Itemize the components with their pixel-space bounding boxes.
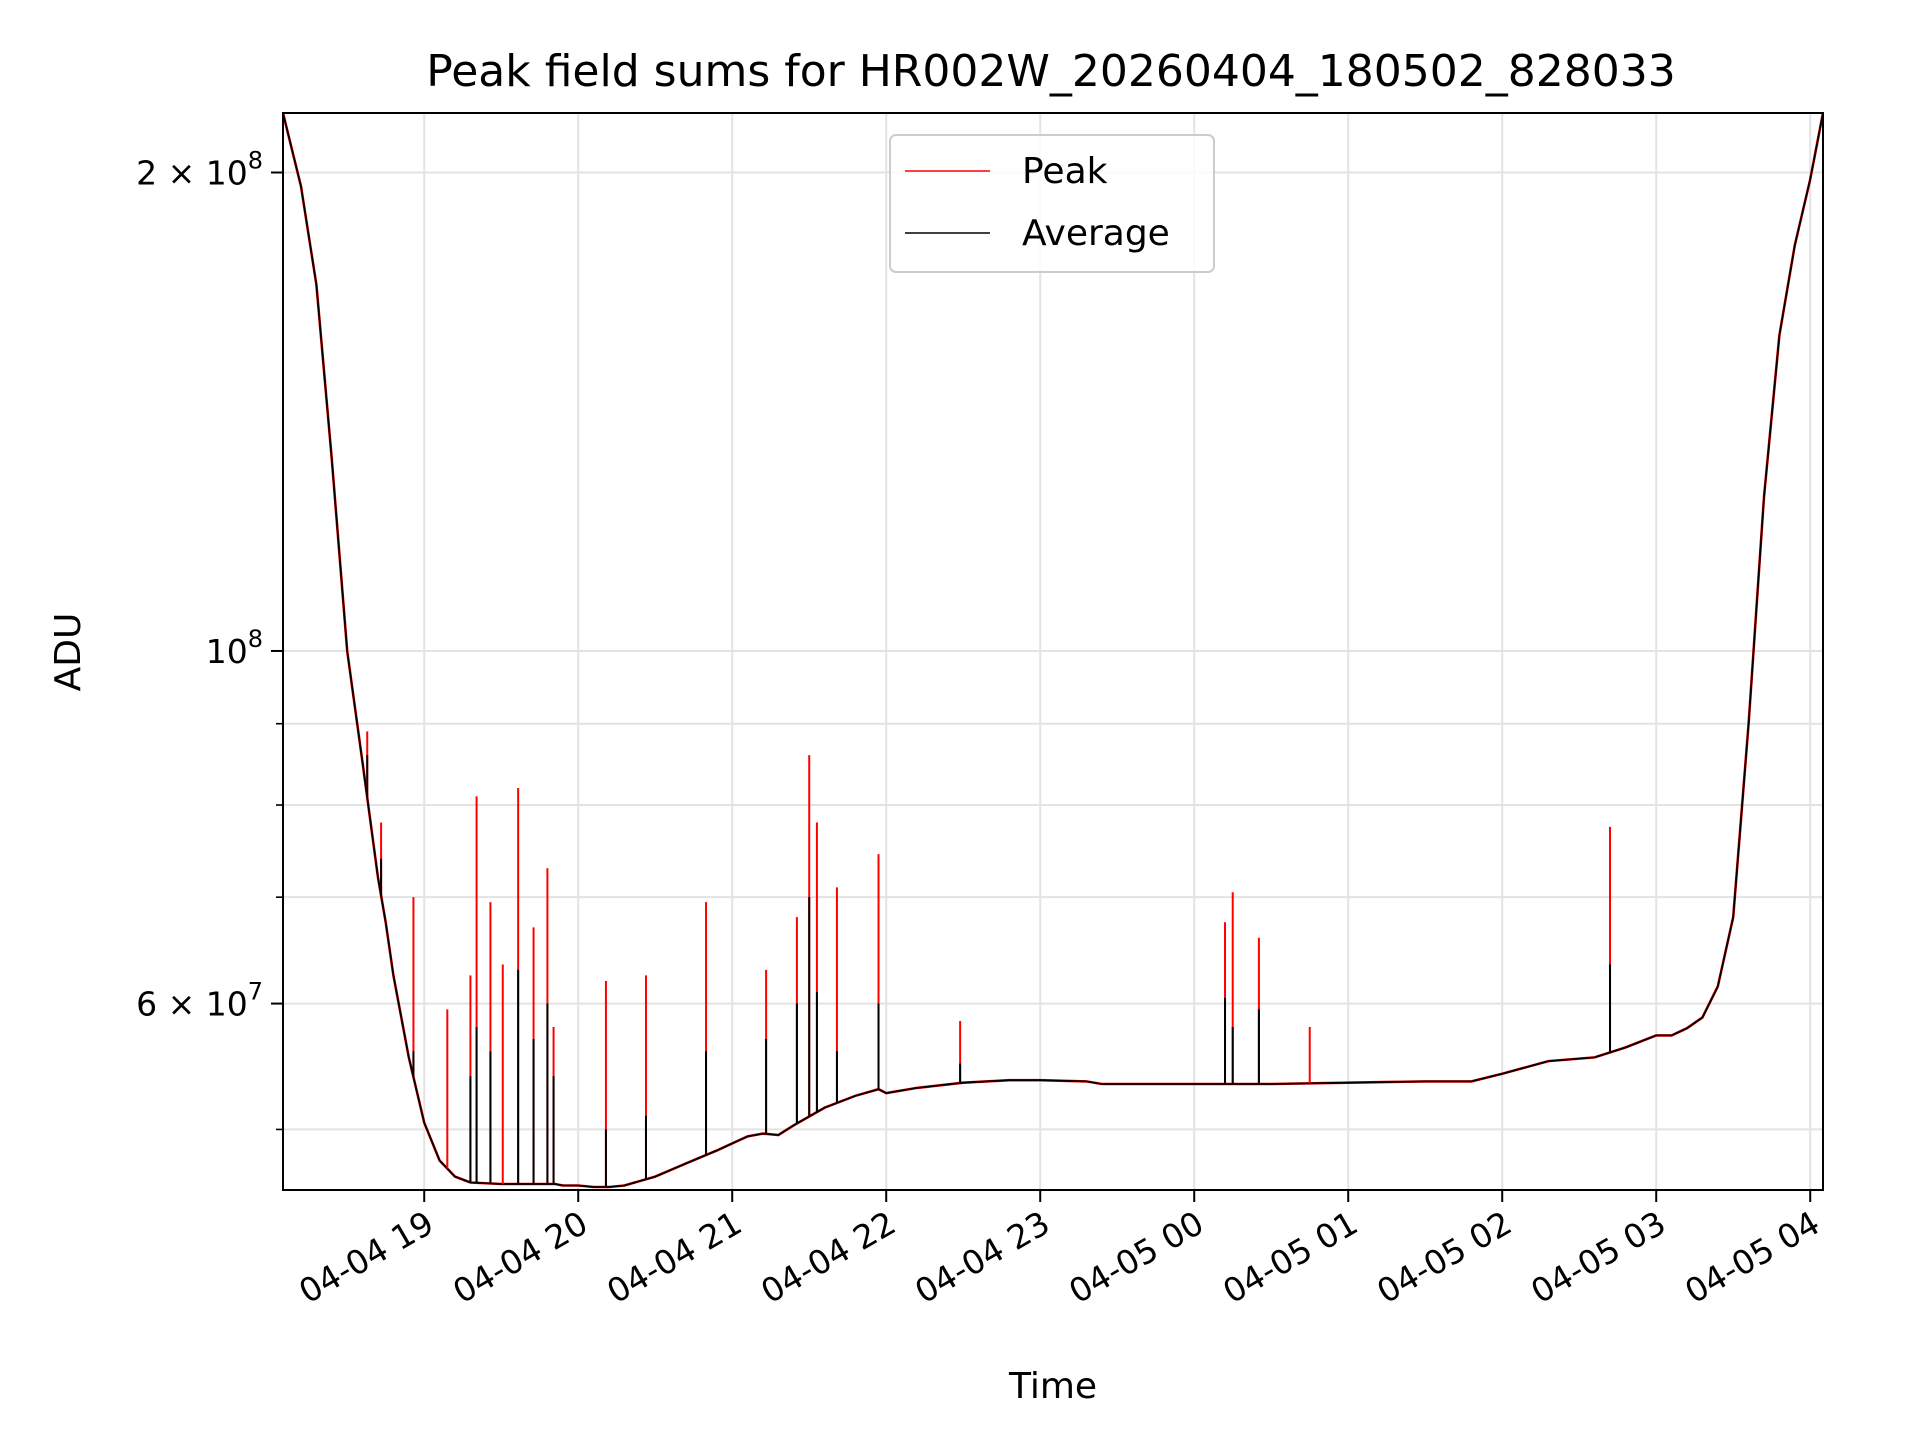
- y-tick-label-base: 6 × 10: [136, 985, 248, 1024]
- y-tick-label-exponent: 8: [248, 146, 263, 174]
- y-tick-label: 6 × 107: [136, 978, 263, 1024]
- average-series-line: [283, 113, 1823, 1188]
- legend: Peak Average: [889, 134, 1215, 273]
- y-tick-label: 2 × 108: [136, 146, 263, 192]
- y-tick-label-exponent: 8: [248, 625, 263, 653]
- legend-label-average: Average: [1022, 213, 1170, 254]
- y-tick-label-base: 2 × 10: [136, 153, 248, 192]
- legend-label-peak: Peak: [1022, 151, 1108, 192]
- chart-title: Peak field sums for HR002W_20260404_1805…: [426, 46, 1676, 97]
- y-axis-label: ADU: [48, 613, 89, 692]
- y-tick-label-base: 10: [206, 632, 248, 671]
- y-tick-label: 108: [206, 625, 263, 671]
- legend-box: [889, 134, 1215, 273]
- x-axis-label: Time: [1008, 1366, 1097, 1407]
- y-tick-label-exponent: 7: [248, 978, 263, 1006]
- grid: [283, 113, 1823, 1190]
